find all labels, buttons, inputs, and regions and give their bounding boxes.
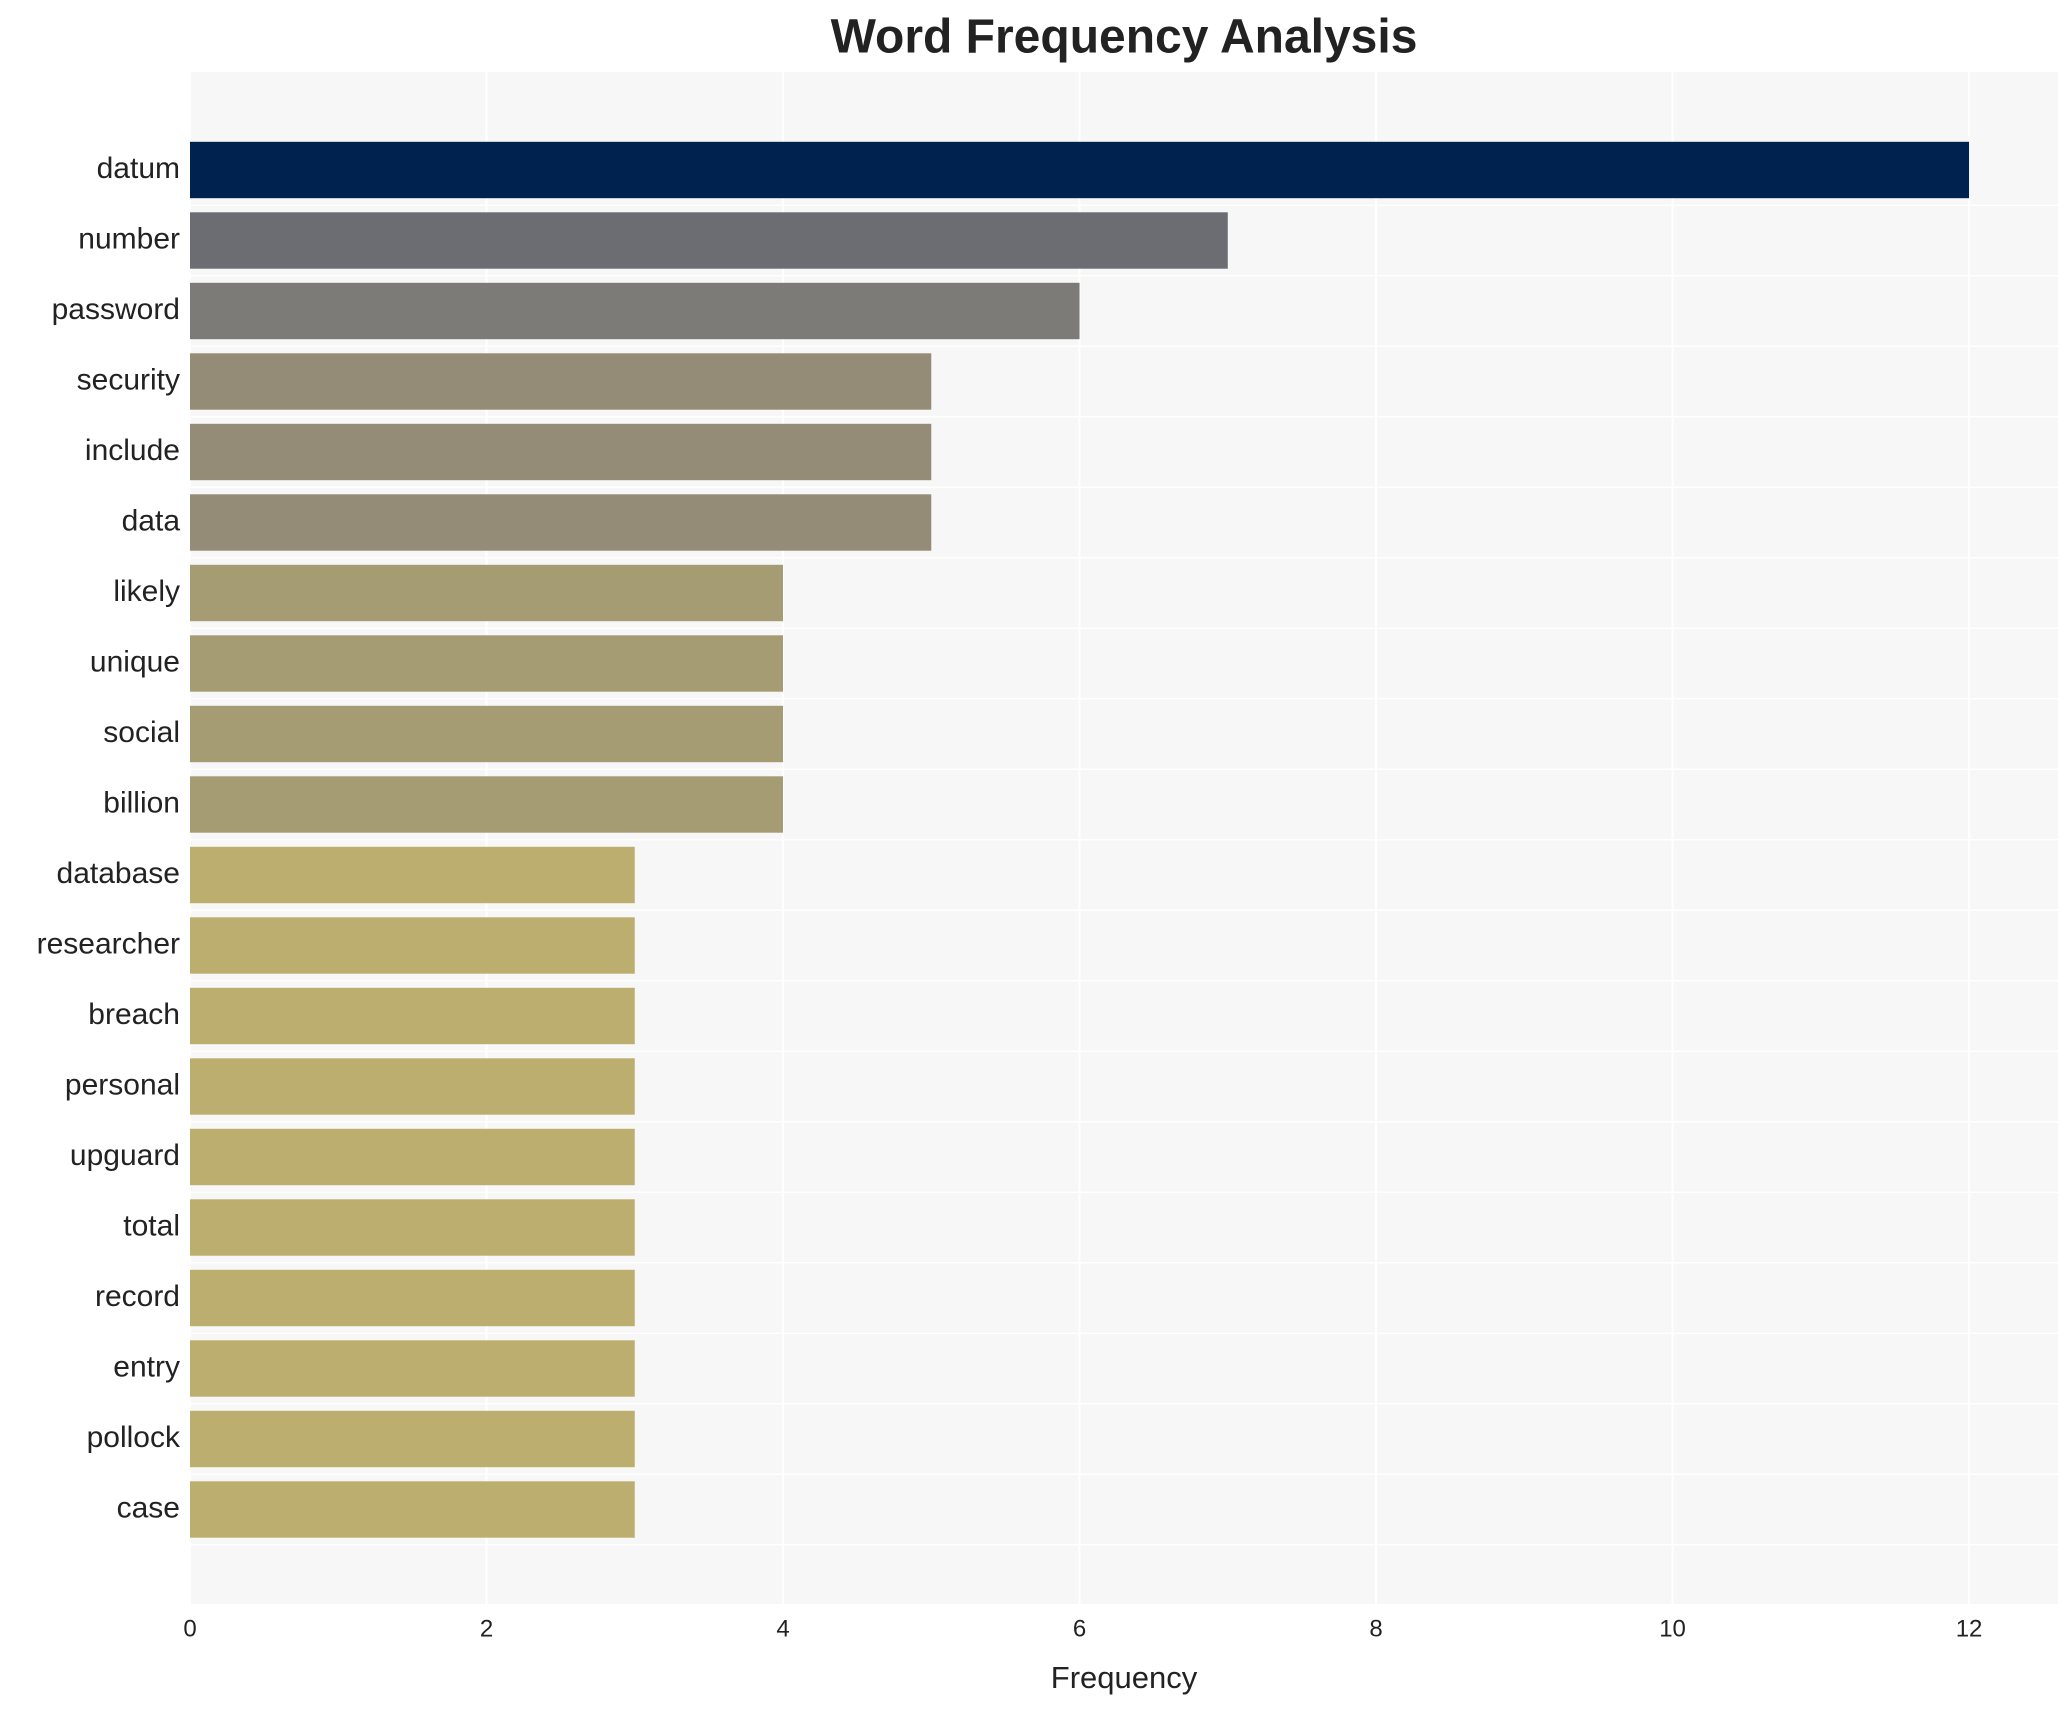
bar xyxy=(190,987,635,1045)
bar xyxy=(190,423,932,481)
y-tick-label: researcher xyxy=(37,927,180,960)
y-tick-label: datum xyxy=(97,152,180,185)
bar xyxy=(190,846,635,904)
y-tick-label: billion xyxy=(103,786,180,819)
bar xyxy=(190,1199,635,1256)
bar xyxy=(190,1481,635,1538)
bar xyxy=(190,353,932,410)
x-tick-label: 8 xyxy=(1369,1615,1382,1642)
y-tick-label: likely xyxy=(113,575,180,608)
y-tick-label: database xyxy=(57,857,180,890)
bar xyxy=(190,1058,635,1115)
x-tick-label: 2 xyxy=(480,1615,493,1642)
bar xyxy=(190,1128,635,1186)
bar xyxy=(190,1340,635,1397)
x-tick-label: 4 xyxy=(776,1615,789,1642)
x-axis-label: Frequency xyxy=(1051,1660,1198,1695)
bar xyxy=(190,564,784,622)
bar xyxy=(190,494,932,551)
x-tick-label: 0 xyxy=(183,1615,196,1642)
y-tick-label: password xyxy=(52,293,180,326)
y-tick-label: data xyxy=(122,504,181,537)
chart-title: Word Frequency Analysis xyxy=(831,11,1418,64)
y-tick-label: include xyxy=(85,434,180,467)
bar xyxy=(190,141,1970,199)
y-tick-label: breach xyxy=(88,998,180,1031)
bar xyxy=(190,1410,635,1468)
bar xyxy=(190,212,1228,269)
x-tick-label: 10 xyxy=(1659,1615,1686,1642)
y-tick-label: pollock xyxy=(87,1421,181,1454)
bar xyxy=(190,776,784,833)
y-tick-label: record xyxy=(95,1280,180,1313)
y-tick-label: upguard xyxy=(70,1139,180,1172)
x-tick-label: 12 xyxy=(1956,1615,1983,1642)
y-tick-label: total xyxy=(123,1209,180,1242)
y-tick-label: entry xyxy=(113,1350,180,1383)
y-tick-label: number xyxy=(78,222,180,255)
x-tick-label: 6 xyxy=(1073,1615,1086,1642)
y-tick-label: case xyxy=(117,1491,180,1524)
y-tick-label: unique xyxy=(90,645,180,678)
bar xyxy=(190,917,635,974)
y-tick-label: social xyxy=(103,716,180,749)
bar xyxy=(190,635,784,692)
bar xyxy=(190,705,784,763)
bar xyxy=(190,282,1080,340)
y-tick-label: personal xyxy=(65,1068,180,1101)
y-tick-label: security xyxy=(77,363,180,396)
bar xyxy=(190,1269,635,1327)
